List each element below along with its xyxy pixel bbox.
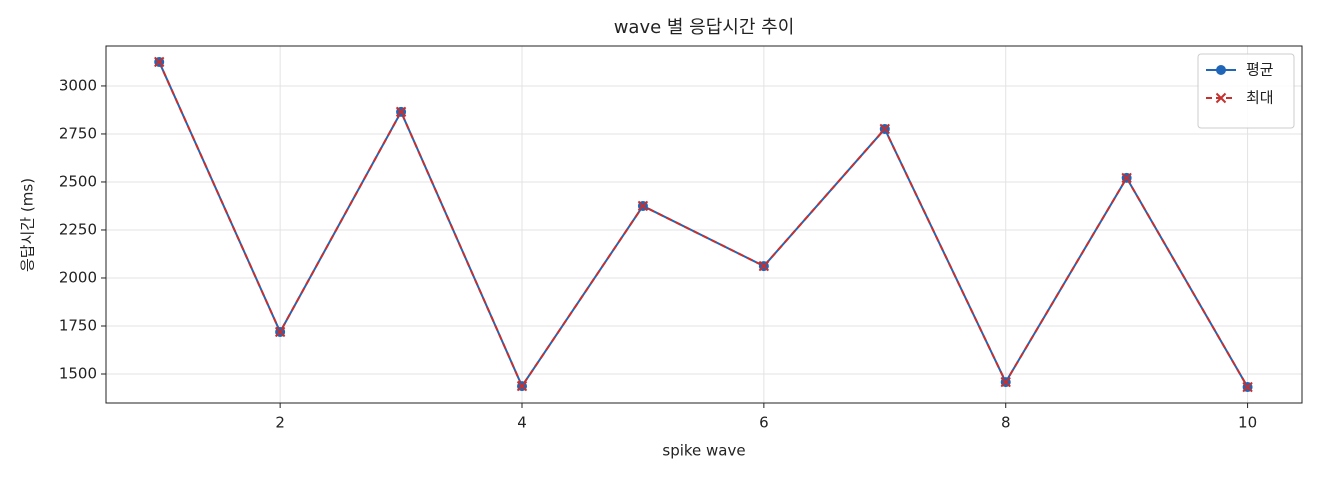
legend-marker <box>1215 92 1227 104</box>
y-tick-label: 2000 <box>59 268 97 286</box>
data-point <box>274 326 286 338</box>
y-tick-label: 1750 <box>59 316 97 334</box>
data-point <box>395 106 407 118</box>
x-axis-label: spike wave <box>662 442 745 460</box>
y-tick-label: 2750 <box>59 124 97 142</box>
y-tick-label: 1500 <box>59 365 97 383</box>
data-point <box>154 56 165 68</box>
legend-label: 최대 <box>1246 89 1274 107</box>
series-line <box>158 61 1249 389</box>
y-axis-label: 응답시간 (ms) <box>19 178 37 272</box>
x-tick-label: 10 <box>1238 414 1257 432</box>
data-point <box>879 123 890 135</box>
x-tick-label: 4 <box>517 414 527 432</box>
x-tick-label: 2 <box>275 414 285 432</box>
y-tick-label: 2500 <box>59 172 97 190</box>
data-point <box>1000 376 1011 388</box>
data-point <box>516 380 528 392</box>
data-point <box>1121 172 1132 184</box>
series-line <box>158 61 1249 389</box>
data-point <box>1242 381 1253 393</box>
y-tick-label: 2250 <box>59 220 97 238</box>
data-point <box>758 260 770 272</box>
chart-title: wave 별 응답시간 추이 <box>614 17 795 38</box>
legend-label: 평균 <box>1246 61 1274 79</box>
plot-frame <box>105 45 1303 404</box>
x-tick-label: 8 <box>1001 414 1011 432</box>
legend-marker <box>1216 65 1226 75</box>
data-point <box>637 200 649 212</box>
y-tick-label: 3000 <box>59 76 97 94</box>
x-tick-label: 6 <box>759 414 769 432</box>
